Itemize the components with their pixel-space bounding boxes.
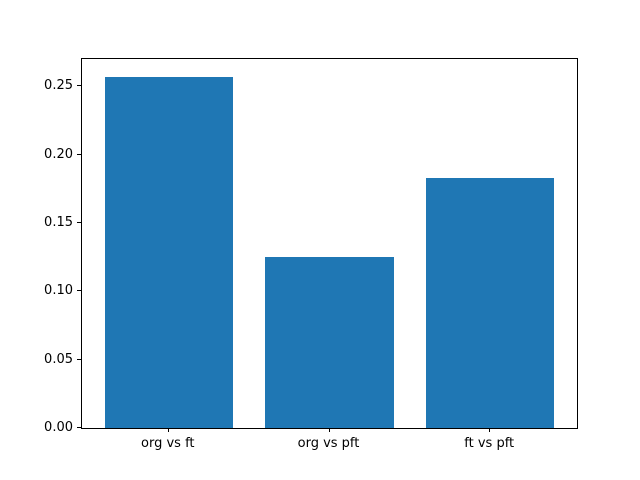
y-tick-mark — [77, 222, 81, 223]
y-tick-mark — [77, 358, 81, 360]
y-tick-mark — [77, 153, 81, 155]
y-tick-mark — [77, 290, 81, 292]
y-tick-label: 0.15 — [44, 215, 73, 230]
x-tick-label-org-vs-ft: org vs ft — [141, 436, 195, 451]
y-tick-label: 0.10 — [44, 283, 73, 299]
plot-area — [81, 58, 578, 429]
y-tick-label: 0.20 — [44, 146, 73, 162]
bar-ft-vs-pft — [425, 177, 555, 428]
y-tick-label: 0.05 — [44, 351, 73, 367]
x-tick-label-org-vs-pft: org vs pft — [297, 436, 360, 451]
x-tick-mark — [328, 428, 330, 432]
y-tick-label: 0.00 — [44, 420, 73, 435]
x-tick-mark — [167, 428, 169, 432]
bar-org-vs-pft — [265, 257, 394, 428]
y-tick-mark — [77, 427, 81, 428]
y-tick-mark — [77, 85, 81, 87]
x-tick-mark — [489, 428, 491, 432]
bar-org-vs-ft — [104, 76, 234, 428]
x-tick-label-ft-vs-pft: ft vs pft — [464, 436, 515, 451]
y-tick-label: 0.25 — [44, 78, 73, 94]
